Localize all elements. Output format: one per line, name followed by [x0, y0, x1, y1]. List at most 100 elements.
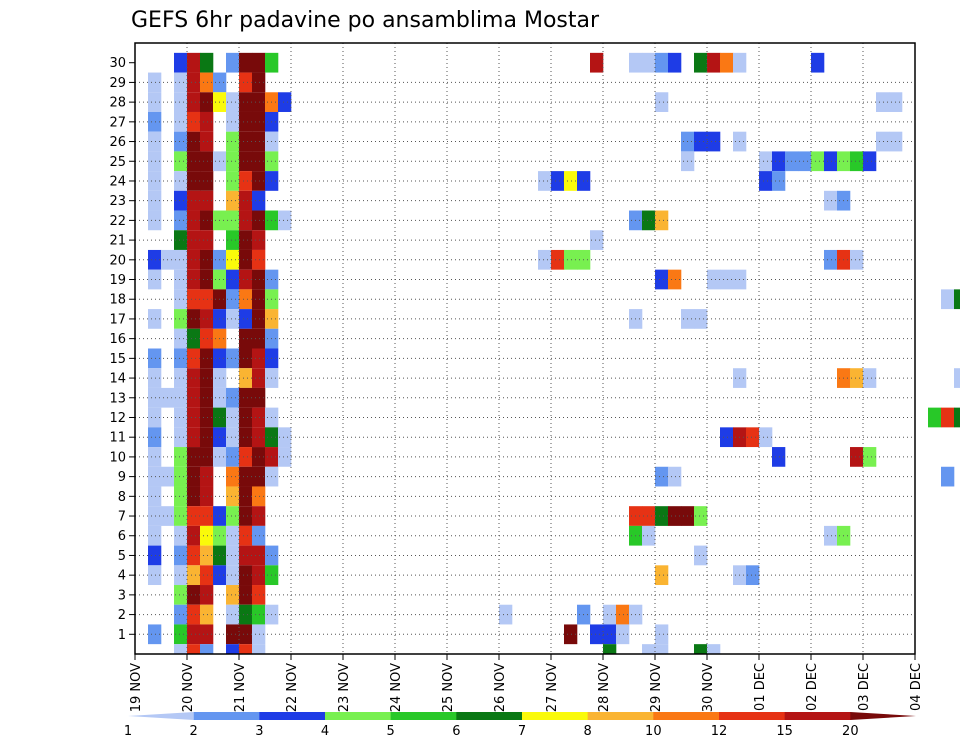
heatmap-cell	[187, 644, 201, 654]
y-tick-label: 29	[109, 76, 126, 91]
heatmap-cell	[863, 447, 877, 467]
heatmap-cell	[187, 486, 201, 507]
heatmap-cell	[174, 131, 188, 152]
heatmap-cell	[148, 447, 162, 467]
heatmap-cell	[226, 486, 240, 507]
heatmap-cell	[642, 506, 656, 526]
heatmap-cell	[694, 52, 708, 73]
heatmap-cell	[187, 111, 201, 132]
heatmap-cell	[187, 249, 201, 270]
heatmap-cell	[187, 387, 201, 408]
heatmap-cell	[148, 269, 162, 290]
heatmap-cell	[200, 387, 214, 408]
heatmap-cell	[148, 565, 162, 586]
heatmap-cell	[629, 52, 643, 73]
heatmap-cell	[642, 210, 656, 231]
heatmap-cell	[642, 52, 656, 73]
heatmap-cell	[187, 190, 201, 211]
heatmap-cell	[187, 230, 201, 250]
heatmap-cell	[148, 545, 162, 566]
heatmap-cell	[200, 565, 214, 586]
legend-swatch	[193, 712, 260, 720]
heatmap-cell	[174, 171, 188, 191]
heatmap-cell	[252, 190, 266, 211]
heatmap-cell	[278, 92, 292, 112]
heatmap-cell	[148, 525, 162, 546]
x-tick-label: 27 NOV	[545, 663, 560, 712]
y-tick-label: 10	[109, 450, 126, 465]
x-tick-label: 02 DEC	[805, 663, 820, 711]
heatmap-cell	[200, 466, 214, 487]
y-tick-label: 23	[109, 194, 126, 209]
heatmap-cell	[148, 387, 162, 408]
heatmap-cell	[668, 506, 682, 526]
y-tick-label: 22	[109, 214, 126, 229]
heatmap-cell	[200, 210, 214, 231]
heatmap-cell	[564, 171, 578, 191]
x-tick-label: 20 NOV	[181, 663, 196, 712]
heatmap-cell	[252, 604, 266, 625]
heatmap-cell	[941, 289, 955, 310]
heatmap-cell	[174, 545, 188, 566]
heatmap-cell	[252, 171, 266, 191]
heatmap-cell	[226, 52, 240, 73]
heatmap-cell	[252, 151, 266, 172]
heatmap-cell	[174, 348, 188, 369]
heatmap-cell	[668, 466, 682, 487]
heatmap-cell	[772, 171, 786, 191]
heatmap-cell	[668, 52, 682, 73]
heatmap-cell	[239, 249, 253, 270]
heatmap-cell	[187, 565, 201, 586]
heatmap-cell	[174, 624, 188, 645]
heatmap-cell	[239, 52, 253, 73]
y-tick-label: 4	[118, 569, 126, 584]
heatmap-cell	[174, 368, 188, 388]
x-tick-label: 03 DEC	[857, 663, 872, 711]
y-tick-label: 25	[109, 155, 126, 170]
heatmap-cell	[239, 309, 253, 329]
y-tick-label: 12	[109, 411, 126, 426]
heatmap-cell	[148, 249, 162, 270]
heatmap-cell	[187, 171, 201, 191]
heatmap-cell	[187, 506, 201, 526]
heatmap-cell	[226, 466, 240, 487]
heatmap-cell	[200, 585, 214, 605]
heatmap-cell	[655, 624, 669, 645]
heatmap-cell	[642, 644, 656, 654]
legend-swatch	[587, 712, 654, 720]
heatmap-cell	[148, 309, 162, 329]
heatmap-cell	[616, 604, 630, 625]
heatmap-cell	[759, 151, 773, 172]
heatmap-cell	[174, 92, 188, 112]
legend-label: 1	[124, 724, 132, 739]
heatmap-cell	[239, 506, 253, 526]
heatmap-cell	[954, 289, 960, 310]
x-tick-label: 26 NOV	[493, 663, 508, 712]
heatmap-cell	[174, 111, 188, 132]
heatmap-cell	[252, 407, 266, 428]
heatmap-cell	[226, 92, 240, 112]
heatmap-cell	[239, 111, 253, 132]
color-legend: 1 2 3 4 5 6 7 8 10 12 15 20	[124, 712, 916, 739]
heatmap-cell	[174, 407, 188, 428]
heatmap-cell	[239, 407, 253, 428]
legend-swatch	[850, 712, 916, 720]
heatmap-cell	[252, 52, 266, 73]
heatmap-cell	[200, 92, 214, 112]
legend-label: 2	[190, 724, 198, 739]
heatmap-cell	[226, 111, 240, 132]
legend-swatch	[522, 712, 589, 720]
heatmap-cell	[642, 525, 656, 546]
heatmap-cell	[226, 230, 240, 250]
heatmap-cell	[252, 230, 266, 250]
heatmap-cell	[252, 309, 266, 329]
heatmap-cell	[239, 387, 253, 408]
heatmap-cell	[226, 171, 240, 191]
heatmap-cell	[239, 486, 253, 507]
heatmap-cell	[200, 525, 214, 546]
heatmap-cell	[850, 249, 864, 270]
y-tick-label: 20	[109, 253, 126, 268]
heatmap-cell	[187, 525, 201, 546]
heatmap-cell	[278, 447, 292, 467]
heatmap-cell	[200, 151, 214, 172]
